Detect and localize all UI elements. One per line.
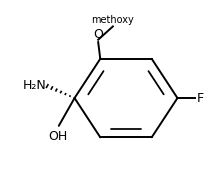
- Text: F: F: [196, 92, 203, 105]
- Text: methoxy: methoxy: [92, 15, 134, 25]
- Text: OH: OH: [48, 130, 67, 142]
- Text: O: O: [93, 28, 103, 41]
- Text: H₂N: H₂N: [22, 79, 46, 92]
